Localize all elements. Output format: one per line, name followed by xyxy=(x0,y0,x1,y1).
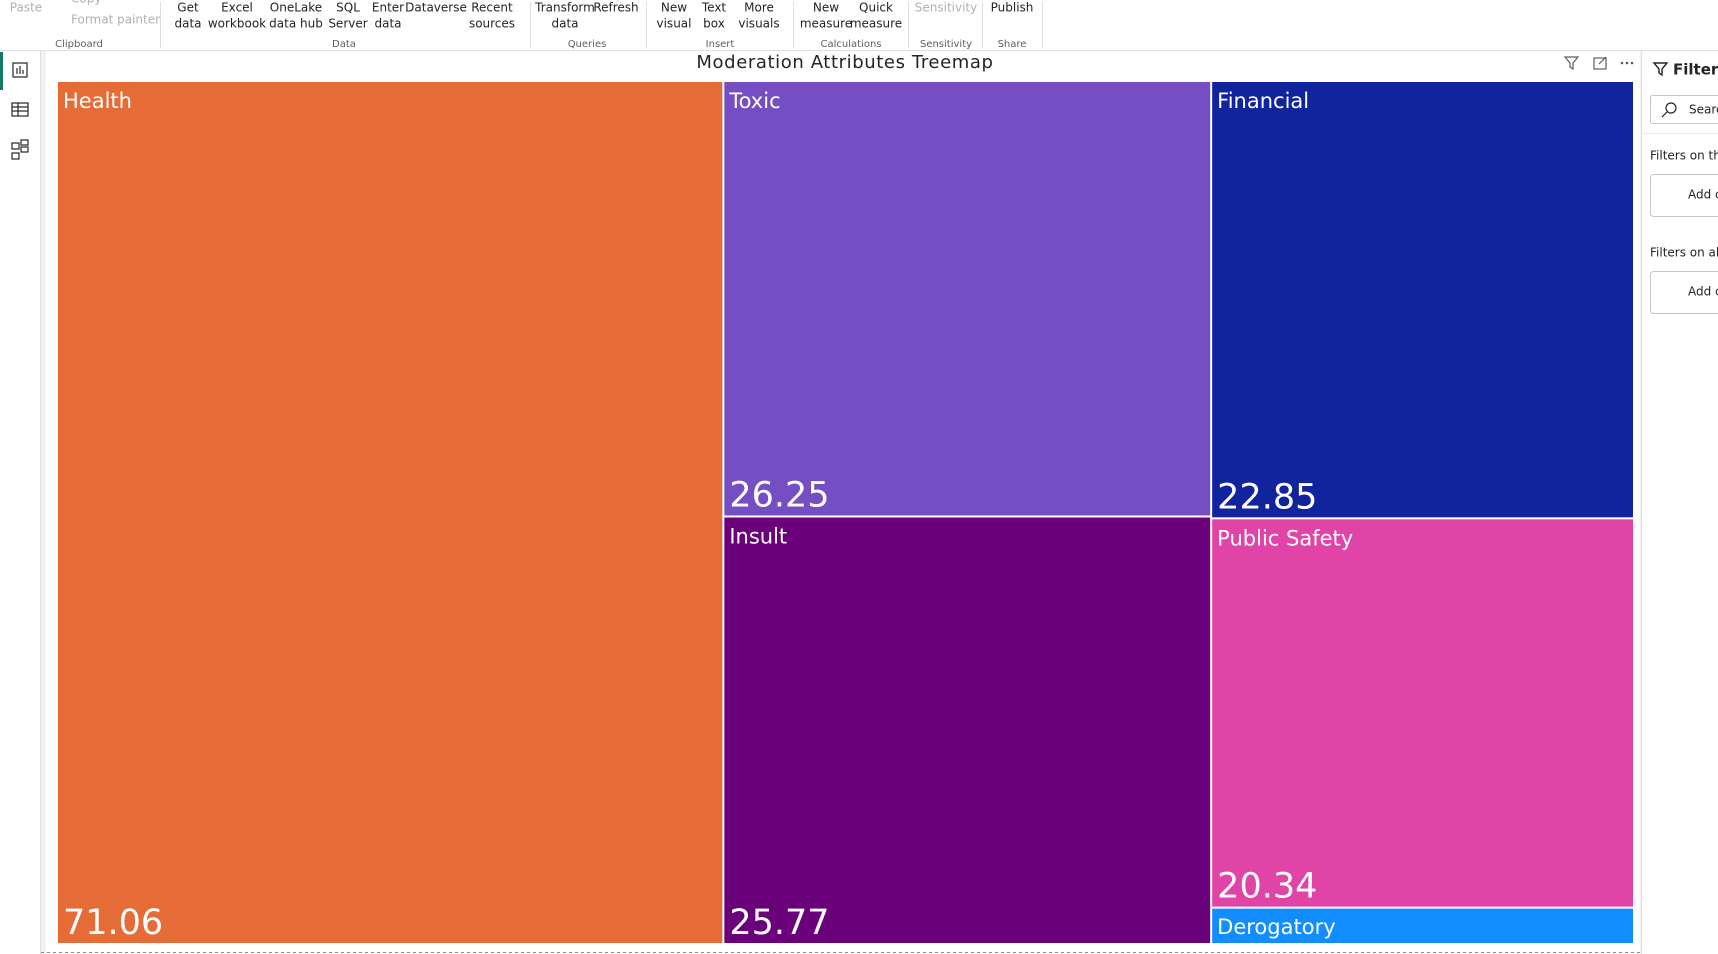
treemap-tile[interactable] xyxy=(1212,908,1633,943)
ribbon-button-label[interactable]: Enter xyxy=(372,1,404,15)
ribbon-button-label[interactable]: measure xyxy=(850,17,902,31)
treemap-tile[interactable] xyxy=(724,82,1211,516)
ribbon-group-label: Insert xyxy=(706,39,735,50)
ribbon-button-label[interactable]: Paste xyxy=(10,1,42,15)
ribbon-button-label[interactable]: measure xyxy=(800,17,852,31)
ribbon-button-label[interactable]: OneLake xyxy=(270,1,322,15)
tile-category-label: Insult xyxy=(729,524,787,548)
ribbon-button-label[interactable]: sources xyxy=(469,17,515,31)
add-fields-text[interactable]: Add c xyxy=(1688,188,1718,202)
filters-icon xyxy=(1652,62,1669,77)
ribbon-button-label[interactable]: New xyxy=(661,1,687,15)
ribbon-button-label[interactable]: Text xyxy=(701,1,727,15)
search-icon-handle xyxy=(1661,111,1668,118)
filters-section-label: Filters on this xyxy=(1650,149,1718,163)
ribbon-button-label[interactable]: Copy xyxy=(71,0,101,6)
filters-title: Filters xyxy=(1673,61,1718,79)
ribbon-button-label[interactable]: data xyxy=(374,17,401,31)
add-fields-box[interactable] xyxy=(1650,174,1718,217)
ribbon-button-label[interactable]: Get xyxy=(177,1,199,15)
tile-value-label: 22.85 xyxy=(1217,477,1317,517)
ribbon xyxy=(0,0,1718,50)
filters-section-label: Filters on all xyxy=(1650,246,1718,260)
ribbon-button-label[interactable]: Quick xyxy=(859,1,893,15)
ribbon-group-label: Clipboard xyxy=(55,39,103,50)
ribbon-button-label[interactable]: More xyxy=(744,1,774,15)
filters-search-text[interactable]: Searc xyxy=(1689,103,1718,117)
treemap-tile[interactable] xyxy=(58,82,723,943)
chart-title: Moderation Attributes Treemap xyxy=(696,52,993,73)
filter-icon[interactable] xyxy=(1563,56,1580,71)
tile-value-label: 20.34 xyxy=(1217,867,1317,907)
treemap-tile[interactable] xyxy=(724,517,1211,943)
more-options-icon[interactable] xyxy=(1620,61,1634,65)
ribbon-button-label[interactable]: visuals xyxy=(738,17,779,31)
table-view-icon[interactable] xyxy=(11,102,29,117)
nav-active-bar xyxy=(0,52,3,90)
tile-value-label: 71.06 xyxy=(63,903,163,943)
ribbon-button-label[interactable]: Publish xyxy=(991,1,1034,15)
ribbon-button-label[interactable]: SQL xyxy=(336,1,360,15)
ribbon-button-label[interactable]: workbook xyxy=(208,17,266,31)
ribbon-group-label: Queries xyxy=(568,39,607,50)
tile-category-label: Toxic xyxy=(728,89,780,113)
ribbon-button-label[interactable]: Recent xyxy=(471,1,513,15)
tile-value-label: 25.77 xyxy=(729,903,829,943)
model-view-icon[interactable] xyxy=(11,139,29,160)
filters-search-box[interactable] xyxy=(1650,95,1718,124)
ribbon-button-label[interactable]: Refresh xyxy=(593,1,638,15)
ribbon-button-label[interactable]: Format painter xyxy=(71,13,160,27)
ribbon-button-label[interactable]: box xyxy=(703,17,725,31)
ribbon-group-label: Sensitivity xyxy=(920,39,972,50)
ribbon-button-label[interactable]: data hub xyxy=(269,17,323,31)
tile-category-label: Public Safety xyxy=(1217,526,1353,550)
ribbon-group-label: Share xyxy=(998,39,1027,50)
ribbon-button-label[interactable]: Dataverse xyxy=(405,1,467,15)
ribbon-group-label: Calculations xyxy=(821,39,882,50)
tile-category-label: Financial xyxy=(1217,89,1309,113)
tile-category-label: Health xyxy=(63,89,132,113)
ribbon-button-label[interactable]: Transform xyxy=(534,1,595,15)
ribbon-button-label[interactable]: visual xyxy=(657,17,692,31)
ribbon-button-label[interactable]: Excel xyxy=(221,1,253,15)
ribbon-button-label[interactable]: Server xyxy=(328,17,367,31)
treemap-tile[interactable] xyxy=(1212,519,1633,907)
add-fields-box[interactable] xyxy=(1650,271,1718,314)
tile-value-label: 26.25 xyxy=(729,475,829,515)
ribbon-button-label[interactable]: Sensitivity xyxy=(915,1,977,15)
ribbon-button-label[interactable]: data xyxy=(174,17,201,31)
ribbon-button-label[interactable]: New xyxy=(813,1,839,15)
ribbon-group-label: Data xyxy=(332,39,356,50)
report-view-icon[interactable] xyxy=(12,62,28,78)
ribbon-button-label[interactable]: data xyxy=(551,17,578,31)
treemap-tile[interactable] xyxy=(1212,82,1633,518)
search-icon xyxy=(1665,102,1677,114)
focus-mode-icon[interactable] xyxy=(1593,56,1607,70)
left-nav xyxy=(0,51,40,954)
tile-category-label: Derogatory xyxy=(1217,915,1335,939)
add-fields-text[interactable]: Add c xyxy=(1688,285,1718,299)
